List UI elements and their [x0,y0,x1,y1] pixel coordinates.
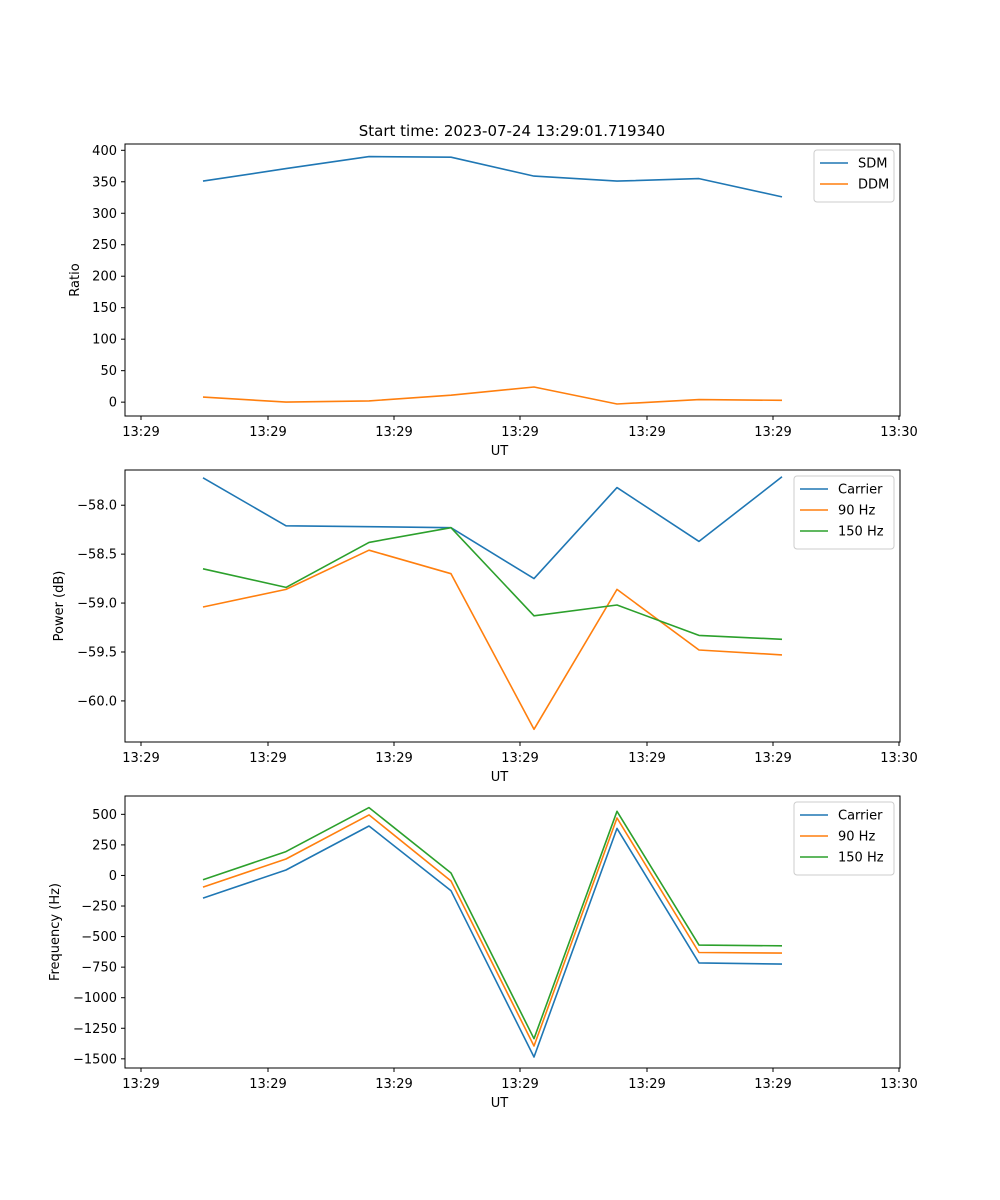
chart2-y-tick-label: −60.0 [77,694,117,709]
figure-title: Start time: 2023-07-24 13:29:01.719340 [359,122,665,140]
chart1-series-line-sdm [202,155,783,198]
chart3-legend-label-150-hz: 150 Hz [838,851,884,866]
chart2-series-line-carrier [202,476,783,580]
chart3-y-tick-label: 250 [92,838,117,853]
chart3-y-axis-label: Frequency (Hz) [48,883,63,981]
chart2-x-tick-label: 13:29 [628,751,665,766]
chart3-y-tick-label: −1250 [73,1022,117,1037]
chart3-x-tick-label: 13:29 [249,1077,286,1092]
chart3-series-line-carrier [202,825,783,1058]
chart1-y-axis-label: Ratio [68,263,83,296]
chart3-legend-label-90-hz: 90 Hz [838,830,875,845]
chart1-legend-label-ddm: DDM [858,178,889,193]
chart-panel-power: 13:29 13:29 13:29 13:29 13:29 13:29 13:30 −58.0… [52,469,918,785]
chart1-x-tick-label: 13:29 [249,425,286,440]
chart2-x-tick-label: 13:29 [249,751,286,766]
chart3-series-line-150-hz [202,806,783,1040]
chart1-y-tick-label: 350 [92,175,117,190]
chart-panel-frequency: 13:29 13:29 13:29 13:29 13:29 13:29 13:30 500 25… [48,795,918,1111]
chart1-x-tick-label: 13:29 [501,425,538,440]
chart2-legend-label-90-hz: 90 Hz [838,504,875,519]
chart2-series-line-150-hz [202,526,783,641]
chart2-y-tick-label: −58.5 [77,548,117,563]
chart3-y-tick-label: −1500 [73,1052,117,1067]
chart2-x-tick-label: 13:29 [754,751,791,766]
chart2-legend-label-carrier: Carrier [838,483,883,498]
chart2-x-tick-label: 13:29 [375,751,412,766]
chart2-legend: Carrier 90 Hz 150 Hz [793,475,895,550]
chart3-x-tick-label: 13:29 [122,1077,159,1092]
chart3-y-tick-label: −1000 [73,991,117,1006]
chart2-legend-label-150-hz: 150 Hz [838,525,884,540]
chart1-y-tick-label: 300 [92,207,117,222]
chart3-y-tick-label: −500 [81,930,117,945]
chart1-x-tick-label: 13:29 [375,425,412,440]
chart2-x-tick-label: 13:29 [501,751,538,766]
chart3-axes-frame [124,795,901,1069]
chart3-y-tick-label: 0 [109,869,117,884]
chart1-axes-frame [124,143,901,417]
chart1-x-tick-label: 13:29 [754,425,791,440]
chart3-y-tick-label: 500 [92,808,117,823]
chart2-series-line-90-hz [202,549,783,731]
chart1-y-tick-label: 100 [92,333,117,348]
chart1-x-axis-label: UT [491,444,509,459]
chart2-x-tick-label: 13:30 [880,751,917,766]
chart3-x-tick-label: 13:29 [628,1077,665,1092]
chart3-y-tick-label: −750 [81,961,117,976]
chart1-legend: SDM DDM [813,149,895,203]
chart2-x-tick-label: 13:29 [122,751,159,766]
chart1-y-tick-label: 50 [100,364,117,379]
chart3-x-tick-label: 13:30 [880,1077,917,1092]
chart-panel-ratio: 13:29 13:29 13:29 13:29 13:29 13:29 13:30 0 50 10… [68,143,918,459]
chart2-y-tick-label: −58.0 [77,499,117,514]
chart1-series-line-ddm [202,386,783,405]
chart3-legend-label-carrier: Carrier [838,809,883,824]
chart2-axes-frame [124,469,901,743]
chart1-x-tick-label: 13:29 [122,425,159,440]
chart3-x-tick-label: 13:29 [375,1077,412,1092]
chart1-y-tick-label: 400 [92,144,117,159]
chart2-y-axis-label: Power (dB) [52,571,67,642]
chart1-x-tick-label: 13:30 [880,425,917,440]
chart1-legend-label-sdm: SDM [858,157,887,172]
chart3-series-line-90-hz [202,814,783,1047]
chart1-y-tick-label: 200 [92,270,117,285]
chart1-x-tick-label: 13:29 [628,425,665,440]
chart1-y-tick-label: 150 [92,301,117,316]
chart1-y-tick-label: 0 [109,396,117,411]
chart2-y-tick-label: −59.0 [77,597,117,612]
chart3-y-tick-label: −250 [81,900,117,915]
chart2-x-axis-label: UT [491,770,509,785]
chart3-legend: Carrier 90 Hz 150 Hz [793,801,895,876]
chart2-y-tick-label: −59.5 [77,645,117,660]
chart1-y-tick-label: 250 [92,238,117,253]
chart3-x-axis-label: UT [491,1096,509,1111]
chart3-x-tick-label: 13:29 [501,1077,538,1092]
chart3-x-tick-label: 13:29 [754,1077,791,1092]
